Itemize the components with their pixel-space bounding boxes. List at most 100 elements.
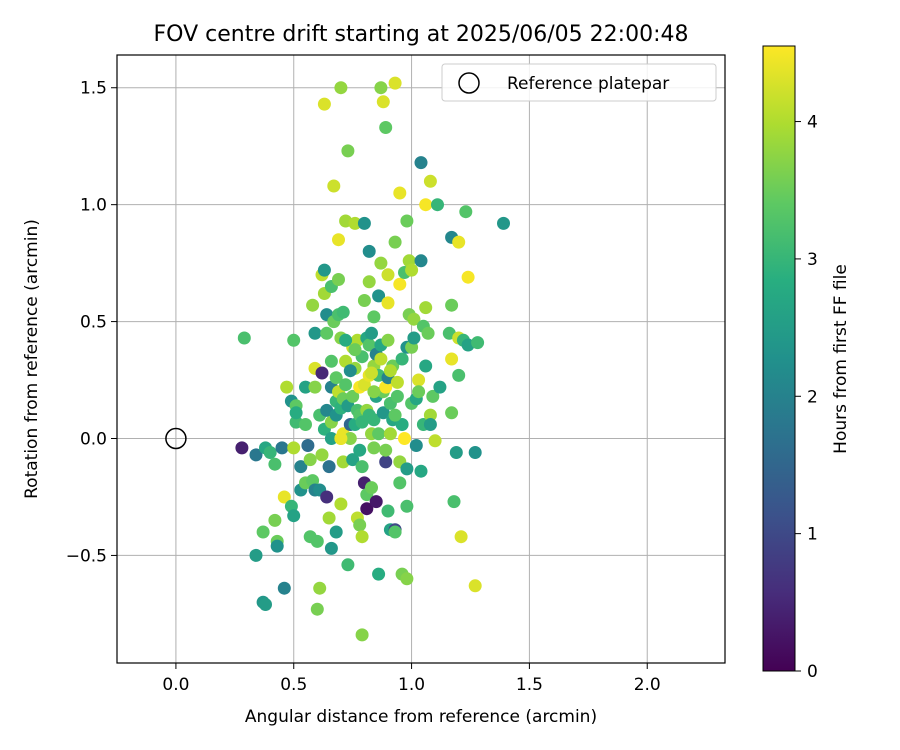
data-point — [301, 439, 315, 452]
legend-entry-reference-platepar: Reference platepar — [507, 74, 669, 94]
data-point — [287, 441, 301, 455]
data-point — [357, 294, 371, 307]
data-point — [334, 432, 348, 445]
data-point — [395, 418, 409, 431]
data-point — [365, 326, 378, 340]
data-point — [367, 385, 381, 399]
data-point — [445, 352, 459, 366]
data-point — [280, 380, 294, 394]
colorbar-label: Hours from first FF file — [831, 264, 851, 454]
data-point — [374, 81, 388, 95]
data-point — [390, 389, 404, 403]
data-point — [383, 427, 397, 441]
data-point — [419, 359, 433, 373]
y-axis-label: Rotation from reference (arcmin) — [22, 219, 42, 499]
data-point — [423, 408, 437, 422]
data-point — [400, 214, 414, 228]
data-point — [355, 530, 369, 544]
data-point — [447, 495, 461, 509]
data-point — [398, 432, 411, 445]
data-point — [341, 558, 355, 572]
x-tick-label: 0.0 — [162, 675, 189, 695]
data-point — [259, 598, 272, 611]
data-point — [395, 352, 409, 366]
data-point — [372, 427, 386, 441]
x-tick-label: 1.0 — [398, 675, 425, 695]
data-point — [315, 448, 329, 462]
data-point — [362, 338, 376, 352]
data-point — [374, 352, 388, 366]
data-point — [299, 418, 312, 431]
data-point — [275, 441, 289, 455]
data-point — [313, 581, 327, 595]
x-axis-ticks: 0.0 0.5 1.0 1.5 2.0 — [162, 663, 661, 695]
data-point — [308, 326, 322, 340]
data-point — [346, 389, 360, 403]
data-point — [315, 366, 329, 380]
data-point — [428, 434, 442, 448]
data-point — [237, 331, 251, 345]
data-point — [388, 525, 402, 539]
data-point — [299, 380, 312, 394]
data-point — [381, 296, 395, 310]
colorbar-ticks: 0 1 2 3 4 — [795, 113, 818, 682]
chart-title: FOV centre drift starting at 2025/06/05 … — [154, 22, 689, 47]
data-point — [324, 354, 338, 368]
data-point — [412, 373, 426, 387]
data-point — [372, 567, 386, 581]
data-point — [407, 312, 421, 326]
y-tick-label: 0.5 — [80, 313, 107, 333]
data-point — [388, 235, 402, 249]
data-point — [426, 389, 440, 403]
data-point — [249, 548, 263, 562]
data-point — [348, 343, 362, 357]
data-point — [322, 511, 336, 525]
legend-box — [441, 63, 717, 102]
data-point — [459, 205, 473, 219]
data-point — [414, 464, 428, 478]
data-point — [249, 448, 263, 462]
data-point — [471, 336, 485, 350]
data-point — [400, 572, 414, 586]
data-point — [388, 76, 402, 90]
data-point — [452, 368, 466, 382]
x-tick-label: 2.0 — [634, 675, 661, 695]
data-point — [310, 602, 324, 616]
data-point — [317, 263, 331, 277]
data-point — [468, 579, 482, 593]
data-point — [317, 97, 331, 111]
data-point — [419, 301, 433, 315]
data-point — [379, 455, 393, 469]
colorbar-tick-label: 0 — [807, 662, 818, 682]
data-point — [421, 326, 435, 340]
data-point — [332, 233, 345, 247]
data-point — [277, 581, 291, 595]
data-point — [332, 273, 345, 286]
data-point — [320, 326, 334, 340]
data-point — [287, 333, 301, 347]
data-point — [369, 495, 383, 509]
data-point — [379, 443, 393, 457]
y-tick-label: 0.0 — [80, 430, 107, 450]
data-point — [433, 380, 447, 394]
colorbar-gradient — [762, 45, 796, 672]
data-point — [348, 216, 362, 230]
colorbar-tick-label: 3 — [807, 250, 818, 270]
data-point — [393, 277, 407, 291]
y-tick-label: −0.5 — [66, 546, 107, 566]
data-point — [365, 481, 378, 495]
data-point — [367, 441, 381, 455]
x-axis-label: Angular distance from reference (arcmin) — [245, 707, 597, 727]
data-point — [372, 289, 386, 303]
data-point — [324, 541, 338, 555]
data-point — [400, 462, 414, 476]
data-point — [390, 375, 404, 389]
data-point — [452, 235, 466, 249]
data-point — [353, 443, 367, 457]
data-point — [405, 263, 419, 277]
data-point — [445, 298, 459, 312]
data-point — [268, 457, 282, 471]
data-point — [310, 534, 324, 548]
data-point — [431, 198, 444, 212]
data-point — [329, 525, 343, 539]
